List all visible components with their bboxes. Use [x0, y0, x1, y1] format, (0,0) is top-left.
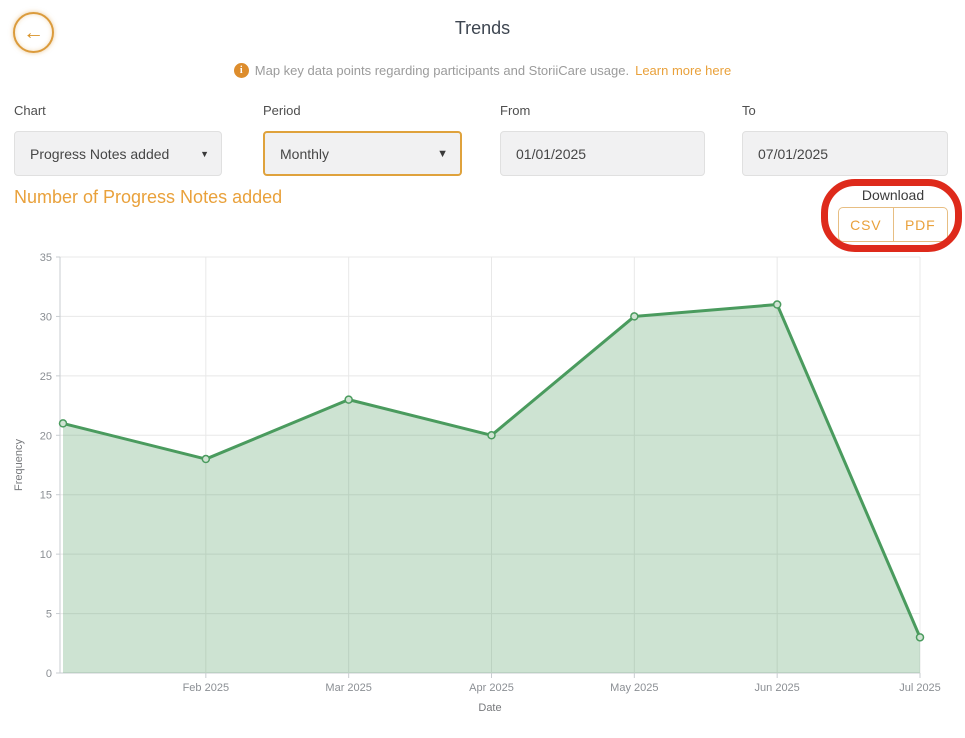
svg-text:Feb 2025: Feb 2025 — [183, 682, 229, 694]
period-value: Monthly — [280, 145, 330, 162]
svg-text:15: 15 — [40, 490, 52, 502]
svg-text:Jun 2025: Jun 2025 — [755, 682, 800, 694]
svg-text:35: 35 — [40, 252, 52, 264]
to-date-value: 07/01/2025 — [758, 145, 829, 162]
svg-text:Frequency: Frequency — [13, 439, 25, 491]
svg-text:Apr 2025: Apr 2025 — [469, 682, 514, 694]
page-title: Trends — [454, 18, 511, 38]
download-csv-button[interactable]: CSV — [839, 208, 894, 241]
from-date-input[interactable]: 01/01/2025 — [500, 131, 705, 176]
info-text: Map key data points regarding participan… — [254, 63, 630, 78]
period-dropdown[interactable]: Monthly ▼ — [263, 131, 462, 176]
back-arrow-icon: ← — [23, 21, 44, 44]
info-banner: i Map key data points regarding particip… — [0, 63, 965, 78]
learn-more-link[interactable]: Learn more here — [635, 63, 732, 78]
chart-title: Number of Progress Notes added — [14, 187, 283, 207]
svg-text:25: 25 — [40, 371, 52, 383]
svg-text:May 2025: May 2025 — [610, 682, 658, 694]
svg-text:Date: Date — [478, 702, 501, 714]
download-button-group: CSV PDF — [838, 207, 948, 242]
download-pdf-button[interactable]: PDF — [894, 208, 948, 241]
chevron-down-icon: ▼ — [437, 147, 448, 160]
svg-text:0: 0 — [46, 668, 52, 680]
back-button[interactable]: ← — [13, 12, 54, 53]
chart-type-value: Progress Notes added — [30, 145, 170, 162]
from-filter-label: From — [500, 103, 531, 118]
download-label: Download — [861, 187, 925, 203]
svg-text:5: 5 — [46, 609, 52, 621]
chevron-down-icon: ▼ — [200, 148, 209, 159]
svg-text:30: 30 — [40, 311, 52, 323]
period-filter-label: Period — [263, 103, 301, 118]
svg-text:20: 20 — [40, 430, 52, 442]
svg-text:Mar 2025: Mar 2025 — [325, 682, 371, 694]
from-date-value: 01/01/2025 — [516, 145, 587, 162]
to-date-input[interactable]: 07/01/2025 — [742, 131, 948, 176]
to-filter-label: To — [742, 103, 756, 118]
chart-type-dropdown[interactable]: Progress Notes added ▼ — [14, 131, 222, 176]
svg-text:Jul 2025: Jul 2025 — [899, 682, 941, 694]
svg-text:10: 10 — [40, 549, 52, 561]
chart-filter-label: Chart — [14, 103, 46, 118]
info-icon: i — [233, 63, 249, 78]
